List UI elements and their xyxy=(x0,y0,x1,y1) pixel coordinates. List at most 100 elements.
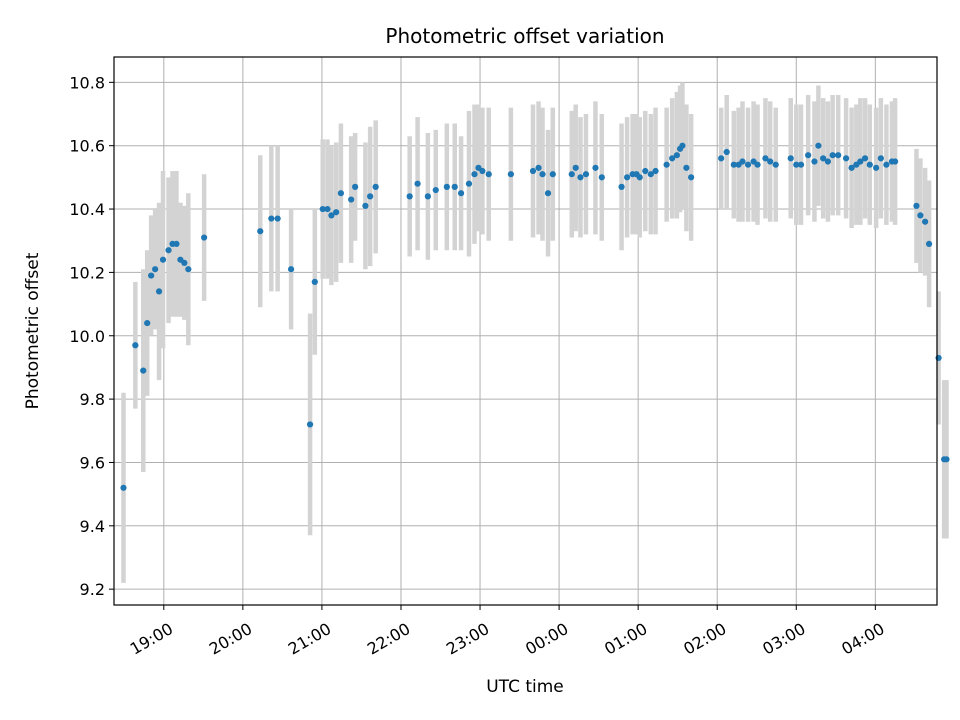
data-point xyxy=(592,164,599,171)
data-point xyxy=(479,167,486,175)
data-point xyxy=(861,155,869,162)
data-point xyxy=(306,421,314,428)
data-point xyxy=(333,209,340,216)
data-point xyxy=(159,256,167,263)
data-point xyxy=(866,161,873,168)
data-point xyxy=(647,171,654,178)
data-point xyxy=(883,161,890,168)
data-point xyxy=(424,193,431,200)
data-point xyxy=(943,456,950,463)
data-point xyxy=(529,167,537,175)
data-point xyxy=(754,161,761,168)
data-point xyxy=(824,158,831,165)
data-point xyxy=(268,215,275,222)
data-point xyxy=(679,142,686,149)
data-point xyxy=(367,193,374,200)
data-point xyxy=(572,164,579,171)
data-point xyxy=(730,161,737,168)
data-point xyxy=(120,484,127,491)
data-point xyxy=(598,174,605,181)
data-point xyxy=(623,174,631,181)
data-point xyxy=(328,212,335,219)
data-point xyxy=(148,272,155,279)
data-point xyxy=(683,164,690,171)
data-point xyxy=(201,234,208,241)
data-point xyxy=(257,228,264,235)
data-point xyxy=(642,167,649,175)
data-point xyxy=(535,164,542,171)
data-point xyxy=(165,247,172,254)
data-point xyxy=(582,171,590,178)
data-point xyxy=(762,155,769,162)
data-point xyxy=(348,196,355,203)
plot-frame xyxy=(113,56,938,606)
data-point xyxy=(652,167,659,175)
data-point xyxy=(842,155,850,162)
y-tick-label: 9.4 xyxy=(80,517,105,536)
y-tick-label: 10.6 xyxy=(69,137,105,156)
x-axis-title: UTC time xyxy=(486,677,564,697)
data-point xyxy=(577,174,584,181)
data-point xyxy=(181,259,188,266)
data-point xyxy=(811,158,818,165)
data-point xyxy=(688,174,695,181)
data-point xyxy=(173,240,180,247)
data-point xyxy=(787,155,794,162)
data-point xyxy=(739,158,746,165)
data-point xyxy=(718,155,725,162)
data-point xyxy=(362,202,369,209)
data-point xyxy=(432,186,439,194)
data-point xyxy=(144,319,151,327)
y-tick-label: 10.4 xyxy=(69,200,105,219)
data-point xyxy=(414,180,421,187)
data-point xyxy=(457,190,465,197)
data-point xyxy=(274,215,281,222)
data-point xyxy=(913,202,920,209)
y-axis: 9.2 9.4 9.6 9.8 10.0 10.2 10.4 10.6 10.8 xyxy=(69,73,114,599)
data-point xyxy=(372,183,379,190)
data-point xyxy=(319,205,326,213)
data-point xyxy=(451,183,458,190)
data-point xyxy=(471,171,478,178)
data-point xyxy=(443,183,450,190)
data-point xyxy=(723,148,730,156)
data-points xyxy=(120,142,950,491)
data-point xyxy=(185,266,192,273)
data-point xyxy=(835,152,842,159)
data-point xyxy=(618,183,625,190)
data-point xyxy=(925,240,933,247)
data-point xyxy=(549,171,556,178)
data-point xyxy=(772,161,779,168)
data-point xyxy=(140,367,147,374)
data-point xyxy=(744,161,752,168)
data-point xyxy=(815,142,822,149)
y-tick-label: 10.2 xyxy=(69,263,105,282)
data-point xyxy=(132,342,139,349)
data-point xyxy=(663,161,670,168)
data-point xyxy=(636,174,643,181)
data-point xyxy=(507,171,514,178)
y-tick-label: 9.2 xyxy=(80,580,105,599)
data-point xyxy=(797,161,805,168)
data-point xyxy=(539,171,546,178)
data-point xyxy=(793,161,800,168)
data-point xyxy=(465,180,473,187)
data-point xyxy=(917,212,924,219)
data-point xyxy=(352,183,359,190)
data-point xyxy=(829,152,836,159)
data-point xyxy=(848,164,855,171)
data-point xyxy=(922,218,929,225)
y-tick-label: 9.8 xyxy=(80,390,105,409)
y-tick-label: 10.0 xyxy=(69,327,105,346)
data-point xyxy=(324,205,331,213)
y-tick-label: 10.8 xyxy=(69,73,105,92)
data-point xyxy=(152,266,159,273)
data-point xyxy=(287,266,295,273)
data-point xyxy=(857,158,864,165)
data-point xyxy=(568,171,575,178)
data-point xyxy=(805,152,812,159)
data-point xyxy=(311,278,318,286)
data-point xyxy=(406,193,413,200)
data-point xyxy=(673,152,680,159)
